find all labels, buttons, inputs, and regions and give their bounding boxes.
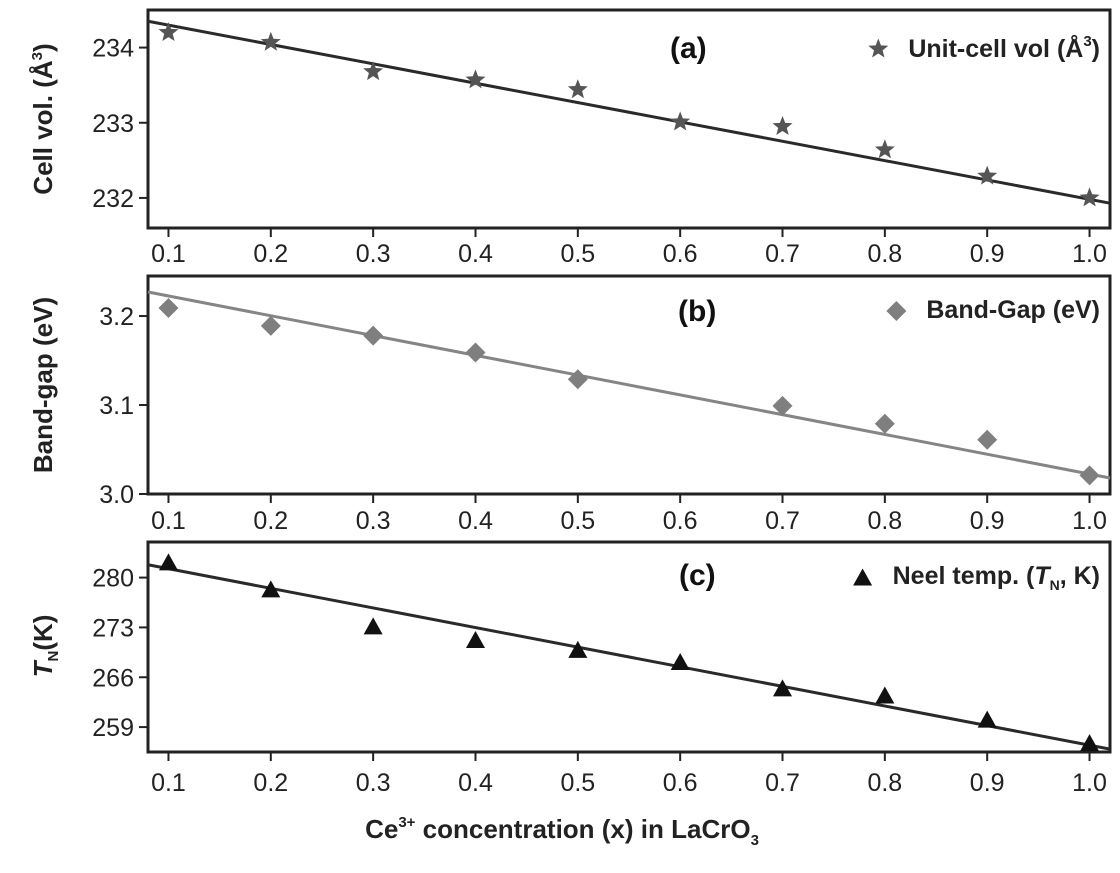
x-tick-label-b: 1.0 [1072, 507, 1107, 535]
data-point-a [670, 111, 691, 131]
y-tick-label-b: 3.1 [99, 392, 134, 420]
x-tick-label-c: 0.5 [560, 769, 595, 797]
data-point-c [977, 710, 997, 728]
x-tick-label-a: 1.0 [1072, 240, 1107, 268]
data-point-a [465, 69, 486, 89]
data-point-b [567, 369, 588, 390]
data-point-b [363, 325, 384, 346]
y-axis-title-a: Cell vol. (Å3) [28, 43, 58, 194]
y-tick-label-c: 259 [92, 714, 134, 742]
y-tick-label-b: 3.0 [99, 481, 134, 509]
panel-b: (b) Band-Gap (eV) Band-gap (eV) 0.1 0.2 0.… [28, 274, 1112, 535]
x-tick-label-c: 0.6 [663, 769, 698, 797]
legend-label-b: Band-Gap (eV) [926, 296, 1100, 324]
panel-label-b: (b) [678, 295, 716, 328]
x-tick-label-b: 0.5 [560, 507, 595, 535]
x-tick-label-a: 0.6 [663, 240, 698, 268]
x-tick-label-b: 0.7 [765, 507, 800, 535]
x-tick-label-c: 0.8 [867, 769, 902, 797]
y-tick-label-a: 233 [92, 110, 134, 138]
y-tick-label-a: 234 [92, 35, 134, 63]
panel-c: (c) Neel temp. (TN, K) TN(K) Ce3+ concen… [28, 540, 1112, 849]
x-tick-label-c: 1.0 [1072, 769, 1107, 797]
x-tick-label-c: 0.9 [970, 769, 1005, 797]
x-tick-label-b: 0.1 [151, 507, 186, 535]
data-point-b [977, 429, 998, 450]
y-axis-title-c: TN(K) [28, 615, 62, 678]
data-point-a [1079, 187, 1100, 207]
legend-label-a: Unit-cell vol (Å3) [908, 33, 1100, 63]
data-point-a [363, 61, 384, 81]
x-tick-label-c: 0.4 [458, 769, 493, 797]
data-point-b [772, 395, 793, 416]
x-tick-label-a: 0.2 [253, 240, 288, 268]
data-point-a [158, 22, 179, 41]
plot-frame-c [146, 540, 1112, 754]
x-tick-label-b: 0.9 [970, 507, 1005, 535]
data-point-c [261, 580, 281, 598]
data-point-a [874, 139, 895, 159]
x-tick-label-b: 0.2 [253, 507, 288, 535]
data-point-a [977, 165, 998, 185]
y-tick-label-c: 266 [92, 664, 134, 692]
x-tick-label-c: 0.1 [151, 769, 186, 797]
x-tick-label-a: 0.8 [867, 240, 902, 268]
fit-line-a [147, 19, 1111, 205]
x-tick-label-b: 0.8 [867, 507, 902, 535]
plot-frame-a [146, 8, 1112, 230]
data-point-c [773, 679, 793, 697]
data-point-b [465, 342, 486, 363]
panel-label-a: (a) [670, 32, 707, 65]
data-point-c [158, 553, 178, 571]
x-tick-label-a: 0.1 [151, 240, 186, 268]
data-point-a [772, 116, 793, 135]
data-point-a [567, 79, 588, 99]
x-tick-label-a: 0.9 [970, 240, 1005, 268]
data-point-c [670, 653, 690, 671]
x-axis-title: Ce3+ concentration (x) in LaCrO3 [365, 814, 759, 849]
x-tick-label-a: 0.4 [458, 240, 493, 268]
data-point-c [465, 630, 485, 648]
legend-marker-a [868, 38, 889, 58]
x-tick-label-b: 0.4 [458, 507, 493, 535]
x-tick-label-a: 0.5 [560, 240, 595, 268]
data-point-b [158, 298, 179, 319]
data-point-b [260, 315, 281, 336]
x-tick-label-c: 0.7 [765, 769, 800, 797]
fit-line-b [147, 290, 1111, 480]
y-tick-label-c: 280 [92, 565, 134, 593]
panel-a: (a) Unit-cell vol (Å3) Cell vol. (Å3) 0.… [28, 8, 1112, 268]
data-point-c [875, 686, 895, 704]
data-point-b [874, 413, 895, 434]
x-tick-label-c: 0.3 [356, 769, 391, 797]
y-axis-title-b: Band-gap (eV) [28, 297, 58, 473]
x-tick-label-b: 0.3 [356, 507, 391, 535]
y-tick-label-b: 3.2 [99, 303, 134, 331]
x-tick-label-a: 0.3 [356, 240, 391, 268]
x-tick-label-b: 0.6 [663, 507, 698, 535]
data-point-a [260, 31, 281, 51]
panel-label-c: (c) [679, 559, 716, 592]
legend-label-c: Neel temp. (TN, K) [893, 562, 1100, 593]
data-point-b [1079, 465, 1100, 486]
plot-frame-b [146, 274, 1112, 496]
y-tick-label-c: 273 [92, 614, 134, 642]
y-tick-label-a: 232 [92, 185, 134, 213]
legend-marker-c [853, 568, 873, 586]
data-point-c [363, 617, 383, 635]
legend-marker-b [886, 301, 907, 321]
data-point-c [568, 640, 588, 658]
fit-line-c [147, 563, 1111, 751]
x-tick-label-c: 0.2 [253, 769, 288, 797]
data-point-c [1080, 734, 1100, 752]
x-tick-label-a: 0.7 [765, 240, 800, 268]
